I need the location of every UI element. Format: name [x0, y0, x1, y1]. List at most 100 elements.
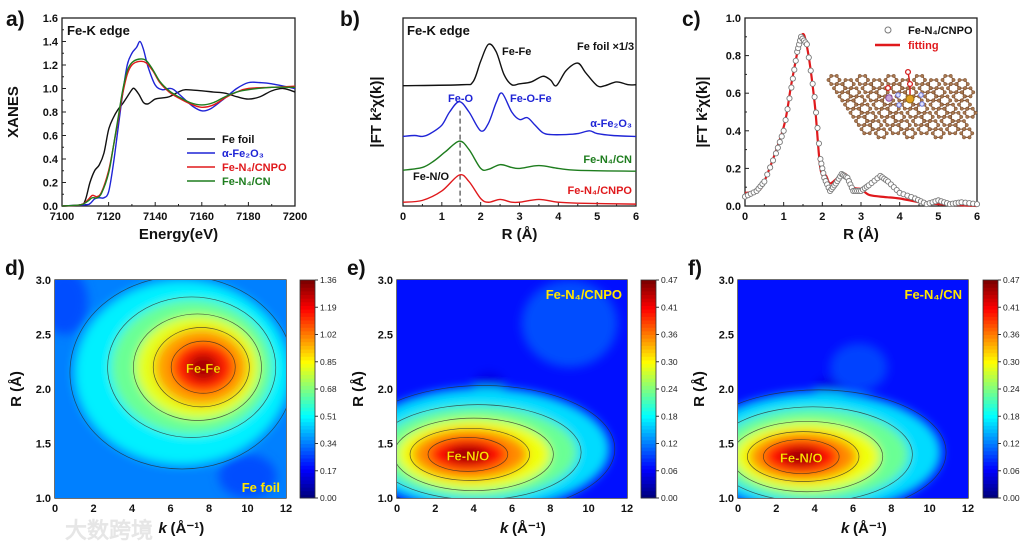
heatmap: [397, 280, 627, 498]
x-tick-label: 7140: [143, 211, 167, 223]
peak-label: Fe-Fe: [186, 361, 221, 376]
colorbar-segment: [300, 436, 315, 441]
colorbar-segment: [641, 319, 656, 325]
legend-entry: Fe-N₄/CN: [222, 176, 271, 188]
x-tick-label: 7200: [283, 211, 307, 223]
sample-label: Fe foil: [242, 480, 280, 495]
y-tick-label: 3.0: [719, 275, 734, 287]
colorbar-segment: [641, 461, 656, 466]
x-tick-label: 0: [394, 503, 400, 515]
colorbar-segment: [300, 472, 315, 477]
annotation-foil-scale: Fe foil ×1/3: [577, 41, 634, 53]
colorbar-segment: [983, 483, 998, 488]
annotation-fe-n-o: Fe-N/O: [413, 171, 450, 183]
colorbar-segment: [983, 421, 998, 426]
x-tick-label: 7120: [96, 211, 120, 223]
panel-label: e): [347, 257, 366, 280]
x-tick-label: 2: [478, 211, 484, 223]
y-tick-label: 0.0: [726, 201, 741, 213]
sample-label: Fe-N₄/CNPO: [546, 287, 622, 302]
colorbar-segment: [641, 283, 656, 288]
data-point: [761, 178, 768, 185]
colorbar-segment: [641, 298, 656, 303]
y-tick-label: 1.0: [726, 13, 741, 25]
x-tick-label: 2: [90, 503, 96, 515]
contour-line: [397, 404, 582, 498]
colorbar-segment: [300, 439, 315, 444]
colorbar-segment: [641, 316, 656, 321]
x-tick-label: 0: [52, 503, 58, 515]
x-tick-label: 8: [547, 503, 553, 515]
x-tick-label: 7100: [50, 211, 74, 223]
colorbar-segment: [983, 363, 998, 368]
colorbar-segment: [983, 414, 998, 419]
colorbar-segment: [983, 280, 998, 285]
colorbar-segment: [983, 432, 998, 437]
colorbar-segment: [983, 385, 998, 390]
colorbar-tick-label: 1.19: [320, 302, 337, 312]
y-tick-label: 0.4: [726, 126, 742, 138]
colorbar-segment: [983, 494, 998, 499]
x-axis-title: R (Å): [843, 226, 879, 243]
colorbar-segment: [300, 363, 315, 368]
colorbar-segment: [641, 356, 656, 361]
colorbar-segment: [641, 309, 656, 314]
colorbar-segment: [300, 450, 315, 455]
panel-label: b): [340, 8, 360, 31]
colorbar-segment: [641, 301, 656, 306]
colorbar-segment: [983, 370, 998, 375]
x-tick-label: 4: [129, 503, 136, 515]
colorbar-segment: [300, 327, 315, 332]
colorbar-segment: [983, 458, 998, 463]
x-tick-label: 6: [633, 211, 639, 223]
annotation-fe-o-fe: Fe-O-Fe: [510, 93, 552, 105]
colorbar-segment: [641, 472, 656, 477]
colorbar-segment: [300, 323, 315, 328]
heat-level: [446, 445, 489, 464]
colorbar-segment: [300, 468, 315, 474]
colorbar-segment: [983, 487, 998, 492]
data-point: [803, 41, 810, 48]
panel-label: f): [688, 257, 702, 280]
colorbar-segment: [641, 428, 656, 434]
colorbar-segment: [300, 407, 315, 412]
colorbar-segment: [641, 410, 656, 415]
colorbar-segment: [641, 436, 656, 441]
colorbar-segment: [983, 418, 998, 423]
colorbar-segment: [300, 381, 315, 386]
colorbar-segment: [983, 334, 998, 339]
x-tick-label: 1: [439, 211, 445, 223]
contour-line: [397, 385, 616, 498]
data-point: [813, 109, 820, 116]
x-axis-title-k: k: [159, 520, 168, 537]
colorbar-tick-label: 0.00: [661, 493, 678, 503]
colorbar-segment: [641, 294, 656, 299]
data-point: [778, 133, 785, 140]
colorbar-segment: [641, 338, 656, 343]
heat-level: [782, 447, 821, 466]
colorbar-segment: [983, 309, 998, 314]
y-tick-label: 0.8: [43, 107, 58, 119]
colorbar-segment: [300, 392, 315, 397]
colorbar-segment: [641, 367, 656, 372]
colorbar-segment: [300, 389, 315, 394]
colorbar-tick-label: 0.47: [661, 275, 678, 285]
colorbar-segment: [983, 447, 998, 452]
colorbar-tick-label: 0.00: [1003, 493, 1020, 503]
y-tick-label: 2.5: [719, 330, 734, 342]
colorbar-segment: [983, 450, 998, 455]
panel-title: Fe-K edge: [67, 23, 130, 38]
y-tick-label: 2.0: [719, 384, 734, 396]
x-tick-label: 8: [206, 503, 212, 515]
colorbar-segment: [641, 403, 656, 408]
colorbar-segment: [983, 436, 998, 441]
y-tick-label: 2.0: [36, 384, 51, 396]
colorbar-segment: [300, 396, 315, 401]
colorbar-segment: [300, 494, 315, 499]
colorbar-segment: [300, 309, 315, 314]
colorbar-segment: [641, 280, 656, 285]
colorbar-segment: [300, 461, 315, 466]
heatmap: [55, 280, 286, 498]
contour-line: [738, 421, 884, 493]
